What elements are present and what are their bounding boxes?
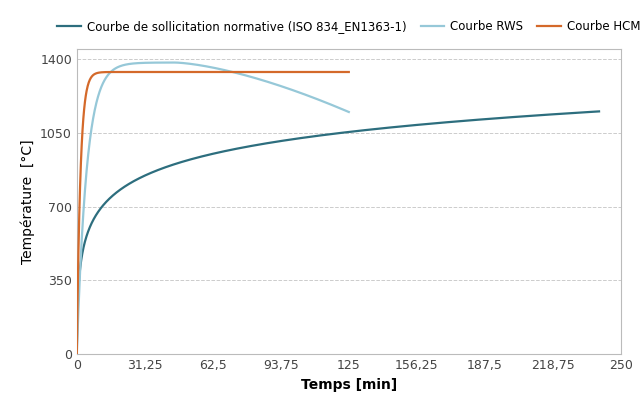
Courbe de sollicitation normative (ISO 834_EN1363-1) [595, 109, 603, 114]
Courbe RWS [345, 109, 353, 114]
Courbe HCM [193, 70, 200, 74]
Courbe RWS [183, 61, 191, 66]
Courbe RWS [73, 352, 81, 357]
Courbe RWS [285, 86, 293, 91]
Courbe RWS [100, 78, 108, 83]
Courbe HCM [260, 70, 268, 74]
Line: Courbe HCM: Courbe HCM [77, 72, 349, 354]
Legend: Courbe de sollicitation normative (ISO 834_EN1363-1), Courbe RWS, Courbe HCM: Courbe de sollicitation normative (ISO 8… [52, 15, 640, 37]
Line: Courbe RWS: Courbe RWS [77, 63, 349, 354]
Courbe RWS [290, 88, 298, 93]
Courbe de sollicitation normative (ISO 834_EN1363-1) [327, 132, 335, 137]
Courbe HCM [209, 70, 216, 74]
X-axis label: Temps [min]: Temps [min] [301, 378, 397, 392]
Courbe RWS [171, 60, 179, 65]
Courbe HCM [345, 70, 353, 74]
Courbe HCM [285, 70, 293, 74]
Courbe RWS [193, 62, 201, 67]
Courbe de sollicitation normative (ISO 834_EN1363-1) [73, 348, 81, 352]
Courbe de sollicitation normative (ISO 834_EN1363-1) [580, 110, 588, 115]
Courbe de sollicitation normative (ISO 834_EN1363-1) [313, 133, 321, 138]
Courbe HCM [290, 70, 298, 74]
Courbe de sollicitation normative (ISO 834_EN1363-1) [484, 116, 492, 121]
Line: Courbe de sollicitation normative (ISO 834_EN1363-1): Courbe de sollicitation normative (ISO 8… [77, 112, 599, 350]
Courbe HCM [100, 70, 108, 74]
Courbe HCM [73, 352, 81, 357]
Y-axis label: Température  [°C]: Température [°C] [20, 139, 35, 264]
Courbe HCM [183, 70, 191, 74]
Courbe de sollicitation normative (ISO 834_EN1363-1) [580, 110, 588, 115]
Courbe de sollicitation normative (ISO 834_EN1363-1) [100, 203, 108, 208]
Courbe RWS [260, 78, 268, 83]
